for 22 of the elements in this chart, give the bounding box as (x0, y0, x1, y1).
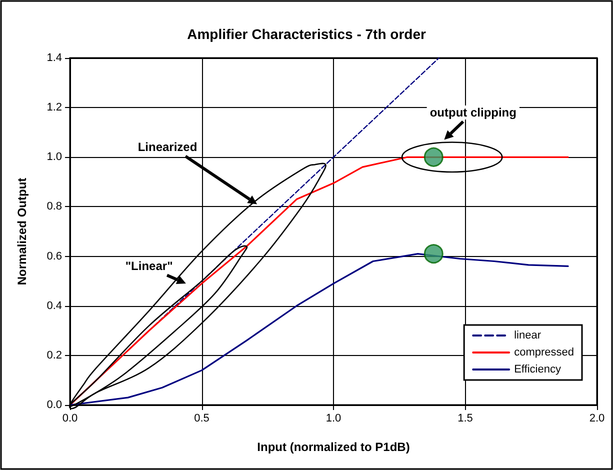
y-axis-title: Normalized Output (15, 178, 29, 286)
legend-label: compressed (514, 346, 574, 358)
y-tick-label: 1.2 (46, 102, 62, 114)
x-tick-label: 0.0 (62, 412, 78, 424)
y-tick-label: 0.6 (46, 250, 62, 262)
x-tick-label: 0.5 (194, 412, 210, 424)
annotation: Linearized (138, 140, 198, 154)
legend-label: linear (514, 330, 542, 342)
y-tick-label: 0.4 (46, 300, 62, 312)
x-tick-label: 2.0 (589, 412, 605, 424)
x-tick-label: 1.5 (458, 412, 473, 424)
legend-label: Efficiency (514, 364, 562, 376)
x-tick-label: 1.0 (326, 412, 342, 424)
y-tick-label: 1.4 (46, 52, 62, 64)
y-tick-label: 0.0 (46, 399, 62, 411)
y-tick-label: 0.8 (46, 200, 62, 213)
chart-title: Amplifier Characteristics - 7th order (187, 26, 426, 42)
annotation: output clipping (430, 106, 516, 120)
x-axis-title: Input (normalized to P1dB) (257, 440, 410, 454)
y-tick-label: 1.0 (46, 151, 62, 164)
y-tick-label: 0.2 (46, 349, 62, 362)
annotation: "Linear" (125, 259, 173, 274)
